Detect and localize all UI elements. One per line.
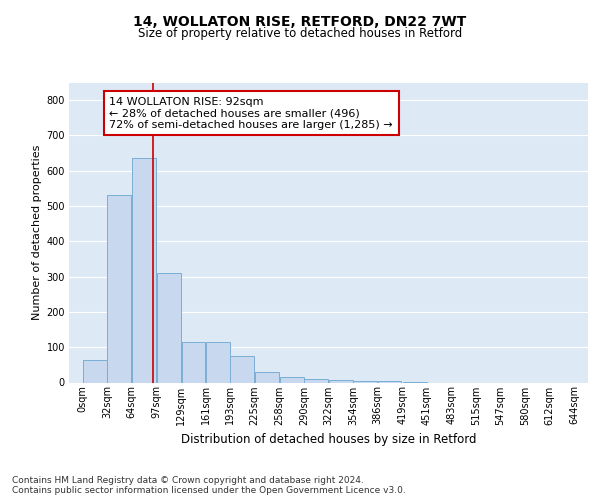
- Bar: [182, 342, 205, 382]
- Bar: [230, 356, 254, 382]
- Bar: [255, 372, 278, 382]
- Bar: [353, 380, 377, 382]
- Bar: [83, 360, 107, 382]
- Text: 14, WOLLATON RISE, RETFORD, DN22 7WT: 14, WOLLATON RISE, RETFORD, DN22 7WT: [133, 15, 467, 29]
- Bar: [206, 342, 230, 382]
- Text: 14 WOLLATON RISE: 92sqm
← 28% of detached houses are smaller (496)
72% of semi-d: 14 WOLLATON RISE: 92sqm ← 28% of detache…: [109, 96, 393, 130]
- Bar: [107, 196, 131, 382]
- Bar: [280, 377, 304, 382]
- Bar: [329, 380, 353, 382]
- Bar: [304, 379, 328, 382]
- X-axis label: Distribution of detached houses by size in Retford: Distribution of detached houses by size …: [181, 433, 476, 446]
- Y-axis label: Number of detached properties: Number of detached properties: [32, 145, 42, 320]
- Bar: [132, 158, 156, 382]
- Text: Contains HM Land Registry data © Crown copyright and database right 2024.
Contai: Contains HM Land Registry data © Crown c…: [12, 476, 406, 495]
- Bar: [157, 273, 181, 382]
- Text: Size of property relative to detached houses in Retford: Size of property relative to detached ho…: [138, 28, 462, 40]
